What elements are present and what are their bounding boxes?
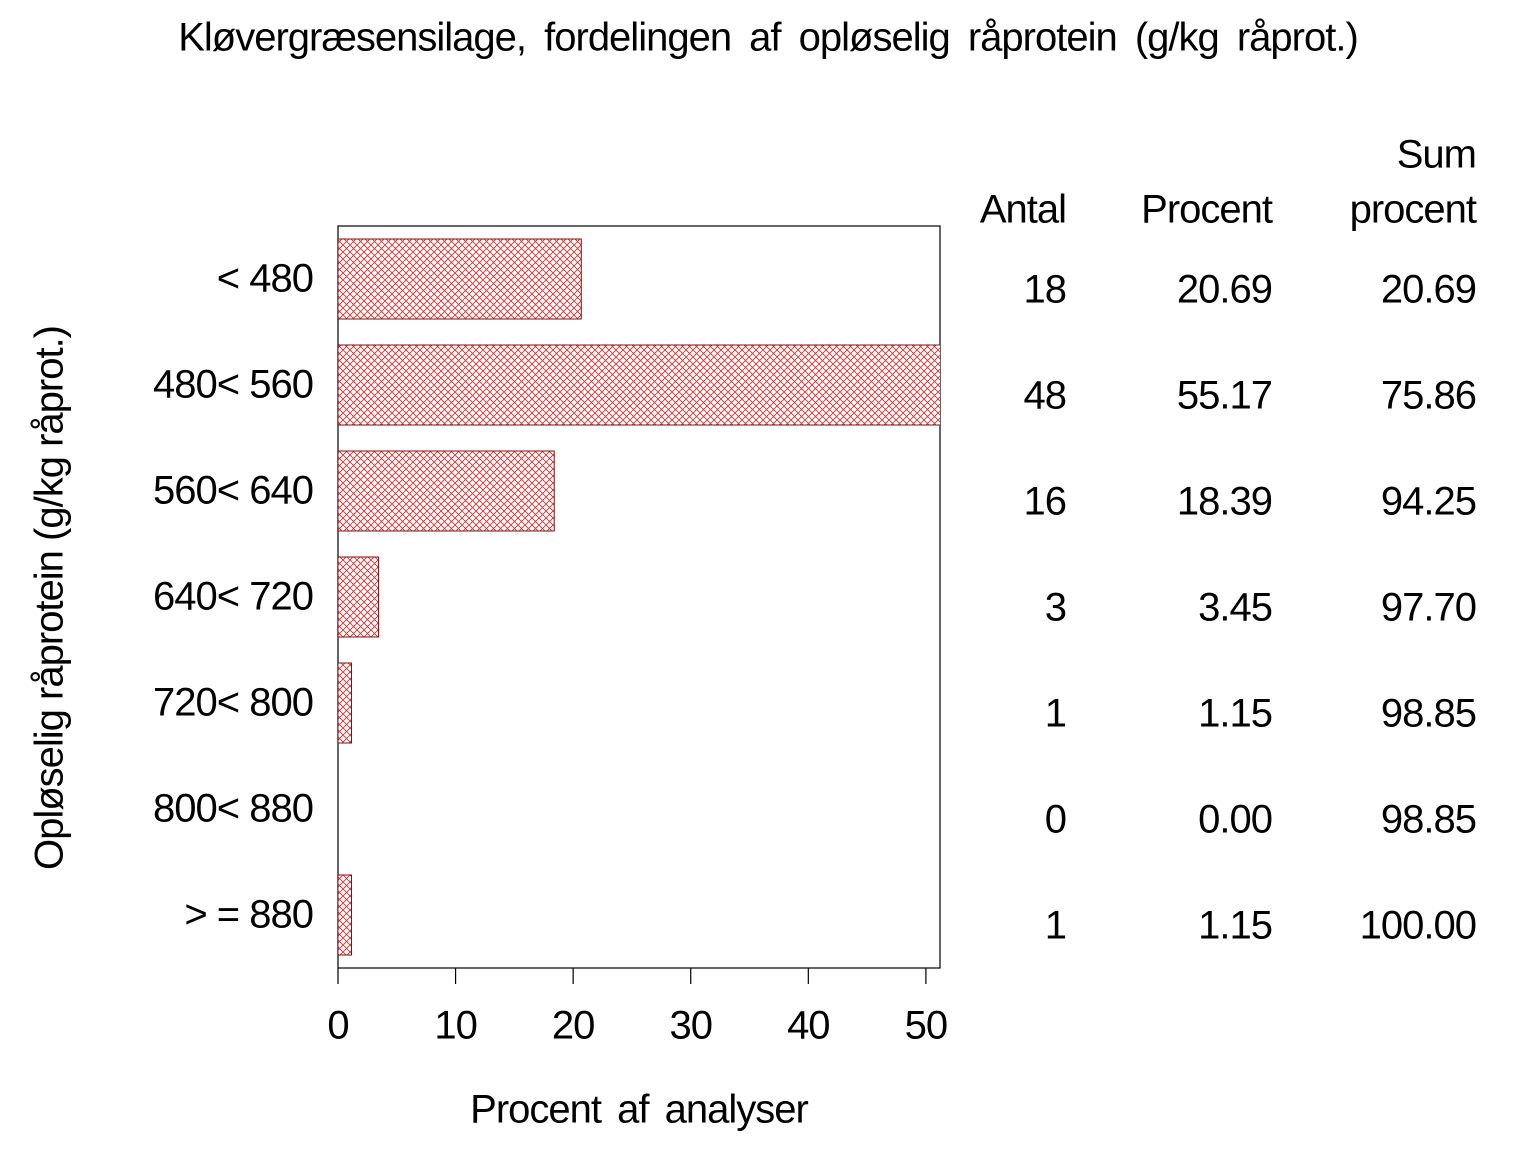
- x-axis-label: Procent af analyser: [470, 1088, 808, 1132]
- table-sum-percent: 94.25: [1381, 480, 1476, 524]
- table-percent: 55.17: [1177, 374, 1272, 418]
- table-sum-percent: 98.85: [1381, 798, 1476, 842]
- table-percent: 1.15: [1198, 692, 1272, 736]
- table-sum-percent: 97.70: [1381, 586, 1476, 630]
- table-header: Antal: [980, 188, 1066, 232]
- table-percent: 20.69: [1177, 268, 1272, 312]
- plot-frame: [337, 225, 941, 969]
- table-header: Procent: [1141, 188, 1273, 232]
- chart-title: Kløvergræsensilage, fordelingen af opløs…: [178, 16, 1358, 60]
- bar: [338, 344, 940, 426]
- x-tick-label: 40: [787, 1004, 830, 1048]
- bar: [338, 662, 353, 744]
- y-tick-label: 800< 880: [153, 787, 313, 831]
- table-count: 3: [1045, 586, 1066, 630]
- table-count: 48: [1024, 374, 1067, 418]
- table-count: 0: [1045, 798, 1066, 842]
- y-tick-label: 560< 640: [153, 469, 313, 513]
- bar: [338, 874, 353, 956]
- x-tick-label: 10: [434, 1004, 477, 1048]
- table-count: 16: [1024, 480, 1067, 524]
- table-percent: 0.00: [1198, 798, 1272, 842]
- table-count: 1: [1045, 692, 1066, 736]
- x-tick-label: 20: [552, 1004, 595, 1048]
- y-tick-label: 640< 720: [153, 575, 313, 619]
- y-tick-label: > = 880: [184, 893, 313, 937]
- y-tick-label: 480< 560: [153, 363, 313, 407]
- table-sum-percent: 98.85: [1381, 692, 1476, 736]
- bar: [338, 238, 582, 320]
- table-header: procent: [1350, 188, 1477, 232]
- y-axis-label: Opløselig råprotein (g/kg råprot.): [28, 326, 72, 870]
- bars: [338, 238, 940, 956]
- table-percent: 3.45: [1198, 586, 1272, 630]
- x-tick-label: 50: [905, 1004, 948, 1048]
- bar: [338, 450, 555, 532]
- bar: [338, 556, 380, 638]
- table-percent: 1.15: [1198, 904, 1272, 948]
- table-sum-percent: 75.86: [1381, 374, 1476, 418]
- table-header: Sum: [1397, 133, 1476, 177]
- y-tick-label: < 480: [217, 257, 313, 301]
- x-tick-label: 0: [327, 1004, 348, 1048]
- table-count: 18: [1024, 268, 1067, 312]
- table-percent: 18.39: [1177, 480, 1272, 524]
- y-tick-label: 720< 800: [153, 681, 313, 725]
- x-tick-label: 30: [669, 1004, 712, 1048]
- table-sum-percent: 100.00: [1360, 904, 1476, 948]
- table-count: 1: [1045, 904, 1066, 948]
- table-sum-percent: 20.69: [1381, 268, 1476, 312]
